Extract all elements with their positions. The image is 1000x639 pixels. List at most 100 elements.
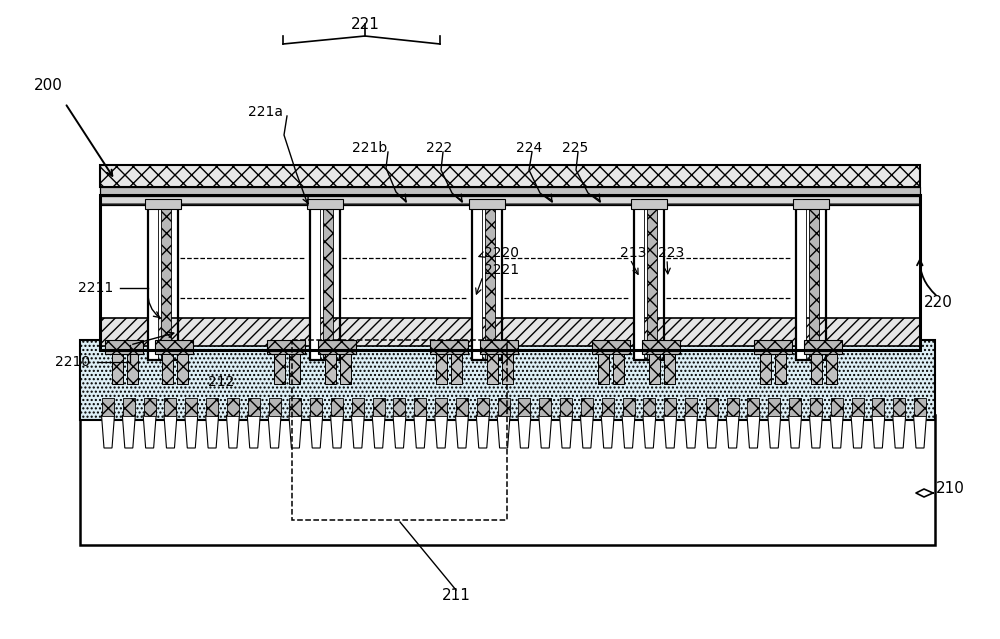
Text: 2210: 2210: [55, 355, 90, 369]
Bar: [325, 354, 336, 384]
Bar: [80, 340, 935, 420]
Polygon shape: [497, 415, 510, 448]
Polygon shape: [435, 415, 448, 448]
Text: 224: 224: [516, 141, 542, 155]
Bar: [307, 199, 343, 209]
Polygon shape: [268, 415, 281, 448]
Bar: [123, 398, 135, 416]
Bar: [487, 354, 498, 384]
Bar: [598, 354, 609, 384]
Bar: [893, 398, 905, 416]
Polygon shape: [455, 415, 468, 448]
Bar: [164, 398, 176, 416]
Polygon shape: [185, 415, 198, 448]
Bar: [502, 354, 513, 384]
Bar: [809, 205, 819, 360]
Polygon shape: [331, 415, 344, 448]
Bar: [872, 398, 884, 416]
Bar: [393, 398, 405, 416]
Text: 221a: 221a: [248, 105, 283, 119]
Bar: [642, 340, 680, 354]
Bar: [472, 205, 482, 360]
Bar: [80, 415, 935, 545]
Bar: [480, 340, 518, 354]
Bar: [623, 398, 635, 416]
Bar: [414, 398, 426, 416]
Bar: [310, 205, 320, 360]
Bar: [105, 340, 143, 354]
Bar: [647, 205, 657, 360]
Polygon shape: [476, 415, 489, 448]
Polygon shape: [247, 415, 260, 448]
Polygon shape: [726, 415, 739, 448]
Bar: [435, 398, 447, 416]
Polygon shape: [809, 415, 822, 448]
Polygon shape: [414, 415, 427, 448]
Polygon shape: [664, 415, 677, 448]
Bar: [706, 398, 718, 416]
Bar: [539, 398, 551, 416]
Bar: [747, 398, 759, 416]
Bar: [100, 195, 920, 350]
Polygon shape: [684, 415, 697, 448]
Bar: [451, 354, 462, 384]
Bar: [810, 398, 822, 416]
Bar: [793, 199, 829, 209]
Bar: [634, 205, 644, 360]
Bar: [248, 398, 260, 416]
Bar: [100, 165, 920, 187]
Polygon shape: [851, 415, 864, 448]
Bar: [852, 398, 864, 416]
Bar: [789, 398, 801, 416]
Polygon shape: [122, 415, 135, 448]
Text: 211: 211: [442, 589, 470, 603]
Bar: [340, 354, 351, 384]
Polygon shape: [518, 415, 531, 448]
Text: 221b: 221b: [352, 141, 387, 155]
Bar: [100, 195, 920, 325]
Bar: [472, 205, 502, 360]
Bar: [155, 340, 193, 354]
Polygon shape: [747, 415, 760, 448]
Polygon shape: [393, 415, 406, 448]
Bar: [914, 398, 926, 416]
Text: 223: 223: [658, 246, 684, 260]
Text: 2211: 2211: [78, 281, 113, 295]
Polygon shape: [206, 415, 219, 448]
Bar: [100, 187, 920, 196]
Polygon shape: [310, 415, 323, 448]
Bar: [310, 398, 322, 416]
Bar: [318, 340, 356, 354]
Bar: [581, 398, 593, 416]
Bar: [804, 340, 842, 354]
Bar: [100, 318, 920, 346]
Polygon shape: [893, 415, 906, 448]
Text: 2221: 2221: [484, 263, 519, 277]
Bar: [826, 354, 837, 384]
Bar: [144, 398, 156, 416]
Bar: [127, 354, 138, 384]
Bar: [112, 354, 123, 384]
Bar: [269, 398, 281, 416]
Bar: [436, 354, 447, 384]
Bar: [267, 340, 305, 354]
Bar: [643, 398, 655, 416]
Polygon shape: [372, 415, 385, 448]
Text: 221: 221: [351, 17, 379, 31]
Bar: [754, 340, 792, 354]
Bar: [185, 398, 197, 416]
Polygon shape: [643, 415, 656, 448]
Bar: [145, 199, 181, 209]
Text: 210: 210: [936, 481, 965, 495]
Bar: [518, 398, 530, 416]
Bar: [664, 354, 675, 384]
Text: 222: 222: [426, 141, 452, 155]
Polygon shape: [143, 415, 156, 448]
Polygon shape: [601, 415, 614, 448]
Text: 220: 220: [924, 295, 953, 309]
Polygon shape: [830, 415, 843, 448]
Bar: [602, 398, 614, 416]
Polygon shape: [226, 415, 239, 448]
Polygon shape: [914, 415, 926, 448]
Bar: [469, 199, 505, 209]
